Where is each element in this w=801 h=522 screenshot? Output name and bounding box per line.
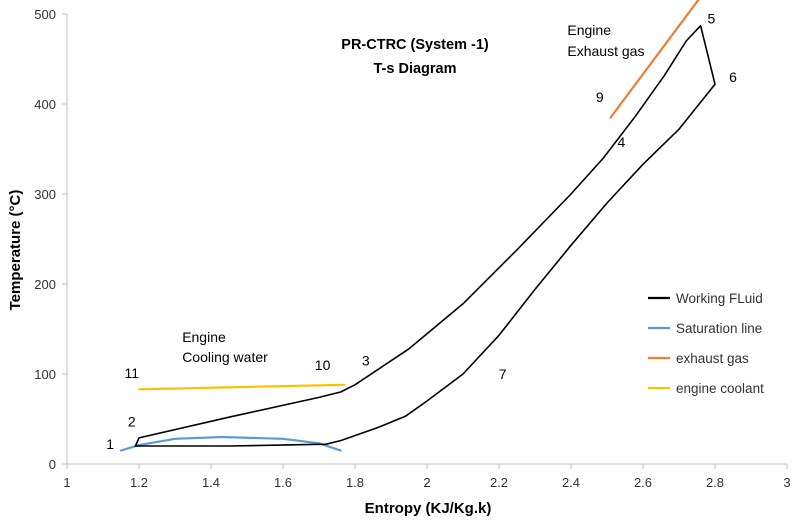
y-tick-label: 300 <box>34 187 56 202</box>
x-tick-label: 1 <box>63 475 70 490</box>
point-label-6: 6 <box>729 69 737 85</box>
y-tick-label: 200 <box>34 277 56 292</box>
point-label-10: 10 <box>315 357 331 373</box>
x-tick-label: 1.2 <box>130 475 148 490</box>
annotation-label: Cooling water <box>182 349 268 365</box>
y-tick-label: 500 <box>34 7 56 22</box>
x-tick-label: 2.2 <box>490 475 508 490</box>
y-axis-title: Temperature (°C) <box>7 190 24 311</box>
annotation-label: Engine <box>182 329 226 345</box>
annotation-label: Exhaust gas <box>567 43 644 59</box>
point-label-2: 2 <box>128 414 136 430</box>
point-label-11: 11 <box>125 365 140 381</box>
point-label-5: 5 <box>708 11 716 27</box>
point-label-1: 1 <box>106 436 114 452</box>
legend-entry-saturation-line: Saturation line <box>676 321 762 336</box>
titles: PR-CTRC (System -1) T-s Diagram Entropy … <box>7 37 491 517</box>
x-tick-label: 1.8 <box>346 475 364 490</box>
y-tick-label: 400 <box>34 97 56 112</box>
series-line-engine-coolant <box>137 383 346 391</box>
x-tick-label: 2.6 <box>634 475 652 490</box>
x-axis-title: Entropy (KJ/Kg.k) <box>365 500 492 517</box>
x-tick-label: 2.8 <box>706 475 724 490</box>
chart-subtitle: T-s Diagram <box>374 61 457 77</box>
x-tick-label: 1.4 <box>202 475 220 490</box>
point-label-4: 4 <box>618 134 626 150</box>
x-tick-label: 2 <box>423 475 430 490</box>
point-label-7: 7 <box>499 366 507 382</box>
series-line-saturation-line <box>119 435 342 452</box>
series-layer <box>119 0 716 452</box>
axes: 1 1.2 1.4 1.6 1.8 2 2.2 2.4 2.6 2.8 3 0 100 200 300 400… <box>34 7 790 490</box>
point-label-3: 3 <box>362 353 370 369</box>
legend-entry-working-fluid: Working FLuid <box>676 291 763 306</box>
x-tick-label: 1.6 <box>274 475 292 490</box>
point-label-9: 9 <box>596 89 604 105</box>
series-line-exhaust-gas <box>609 0 700 119</box>
x-tick-label: 3 <box>783 475 790 490</box>
chart-title: PR-CTRC (System -1) <box>341 37 489 53</box>
series-line-working-fluid <box>134 24 716 447</box>
y-tick-label: 100 <box>34 367 56 382</box>
legend-entry-engine-coolant: engine coolant <box>676 381 764 396</box>
annotation-label: Engine <box>567 22 611 38</box>
x-tick-label: 2.4 <box>562 475 580 490</box>
legend-entry-exhaust-gas: exhaust gas <box>676 351 749 366</box>
legend: Working FLuid Saturation line exhaust gas e… <box>648 291 764 396</box>
labels-layer: 1234567891011EngineExhaust gasEngineCool… <box>106 11 737 453</box>
y-tick-label: 0 <box>49 457 56 472</box>
